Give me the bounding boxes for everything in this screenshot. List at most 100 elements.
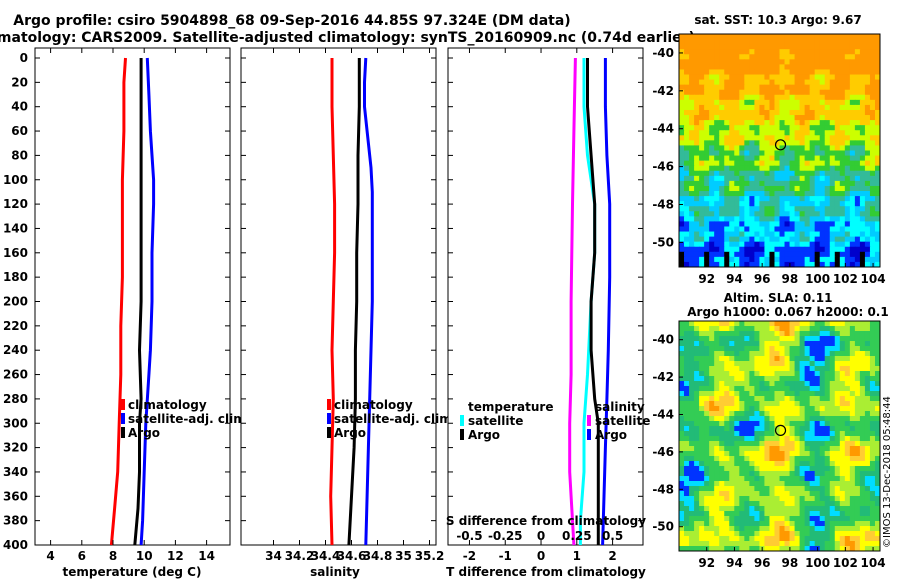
map-cell [814,185,821,192]
map-cell [854,546,861,551]
map-cell [854,104,861,111]
map-cell [714,226,720,233]
map-cell [864,436,871,442]
map-cell [849,99,856,106]
lat-tick-label: -46 [652,445,674,459]
map-cell [694,140,700,147]
map-cell [829,441,836,447]
map-cell [859,49,866,55]
map-cell [814,125,821,131]
map-cell [849,251,856,258]
map-cell [799,521,806,527]
map-cell [709,336,715,342]
map-cell [754,406,761,412]
difference-xlabel: T difference from climatology [446,565,646,579]
map-cell [699,125,705,131]
map-cell [814,466,821,472]
map-cell [829,411,836,417]
map-cell [834,521,841,527]
map-cell [874,170,880,177]
map-cell [819,160,826,167]
map-cell [789,356,796,362]
map-cell [754,541,761,547]
map-cell [834,421,841,427]
map-cell [784,476,791,482]
map-cell [824,421,831,427]
map-cell [819,331,826,337]
map-cell [839,516,846,522]
map-cell [834,34,841,40]
map-cell [729,216,735,223]
map-cell [769,150,776,157]
map-cell [759,34,766,40]
map-cell [854,471,861,477]
map-cell [849,466,856,472]
map-cell [799,466,806,472]
map-cell [819,406,826,412]
map-cell [859,501,866,507]
map-cell [839,206,846,212]
map-cell [709,74,715,81]
map-cell [709,401,715,407]
map-cell [754,165,761,172]
map-cell [684,521,690,527]
map-cell [744,201,750,207]
map-cell [814,396,821,402]
map-cell [739,155,745,162]
map-cell [869,59,876,65]
map-cell [859,231,866,238]
map-cell [729,74,735,81]
map-cell [699,256,705,263]
map-cell [729,446,735,452]
map-cell [789,491,796,497]
map-cell [689,115,695,121]
map-cell [724,536,730,542]
map-cell [804,49,811,55]
x-tick-label: 34.4 [311,549,341,563]
map-cell [759,441,766,447]
map-cell [684,351,690,357]
map-cell [844,391,851,397]
map-cell [679,206,685,212]
sst-map-panel: sat. SST: 10.3 Argo: 9.67 92 94 96 98 100 102… [652,13,885,286]
map-cell [794,431,801,437]
map-cell [874,145,880,152]
map-cell [684,546,690,551]
map-cell [859,246,866,253]
legend-label: Argo [128,426,160,440]
map-cell [789,211,796,217]
map-cell [834,54,841,60]
map-cell [704,391,710,397]
map-cell [704,150,710,157]
map-cell [774,34,781,40]
map-cell [854,326,861,332]
map-cell [784,44,791,50]
map-cell [799,496,806,502]
map-cell [739,44,745,50]
map-cell [729,130,735,136]
map-cell [869,371,876,377]
map-cell [794,426,801,432]
map-cell [829,491,836,497]
map-cell [814,256,821,263]
map-cell [769,69,776,76]
map-cell [769,481,776,487]
map-cell [719,521,725,527]
map-cell [759,481,766,487]
map-cell [709,206,715,212]
map-cell [684,150,690,157]
map-cell [684,241,690,248]
map-cell [874,150,880,157]
map-cell [854,236,861,243]
map-cell [734,89,740,96]
map-cell [759,386,766,392]
map-cell [809,69,816,76]
map-cell [739,89,745,96]
map-cell [819,516,826,522]
map-cell [739,115,745,121]
map-cell [764,155,771,162]
map-cell [689,39,695,45]
map-cell [854,140,861,147]
map-cell [794,54,801,60]
map-cell [774,231,781,238]
